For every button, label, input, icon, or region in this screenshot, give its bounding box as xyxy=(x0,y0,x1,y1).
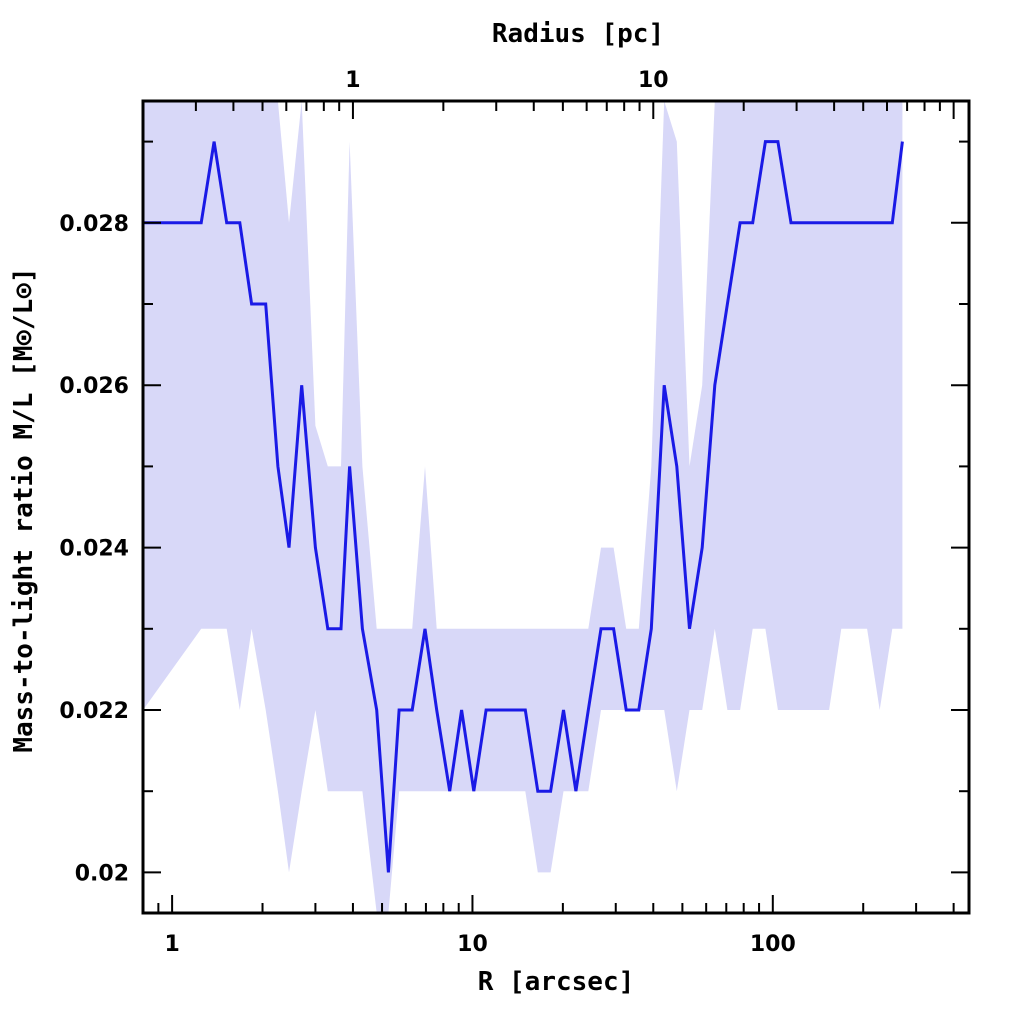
y-axis-title: Mass-to-light ratio M/L [M⊙/L⊙] xyxy=(9,267,39,752)
top-x-tick-label: 1 xyxy=(345,68,360,93)
y-tick-label: 0.024 xyxy=(59,537,129,562)
x-tick-label: 1 xyxy=(164,932,179,957)
y-tick-label: 0.022 xyxy=(59,699,129,724)
top-x-tick-label: 10 xyxy=(638,68,669,93)
series-line xyxy=(143,140,904,873)
plot-frame xyxy=(141,99,971,915)
confidence-band xyxy=(143,101,903,913)
x-tick-label: 10 xyxy=(457,932,488,957)
x-tick-label: 100 xyxy=(750,932,796,957)
y-tick-label: 0.026 xyxy=(59,374,129,399)
y-tick-label: 0.028 xyxy=(59,212,129,237)
y-tick-label: 0.02 xyxy=(75,861,129,886)
top-axis-title: Radius [pc] xyxy=(492,19,664,49)
x-axis-title: R [arcsec] xyxy=(478,967,635,997)
